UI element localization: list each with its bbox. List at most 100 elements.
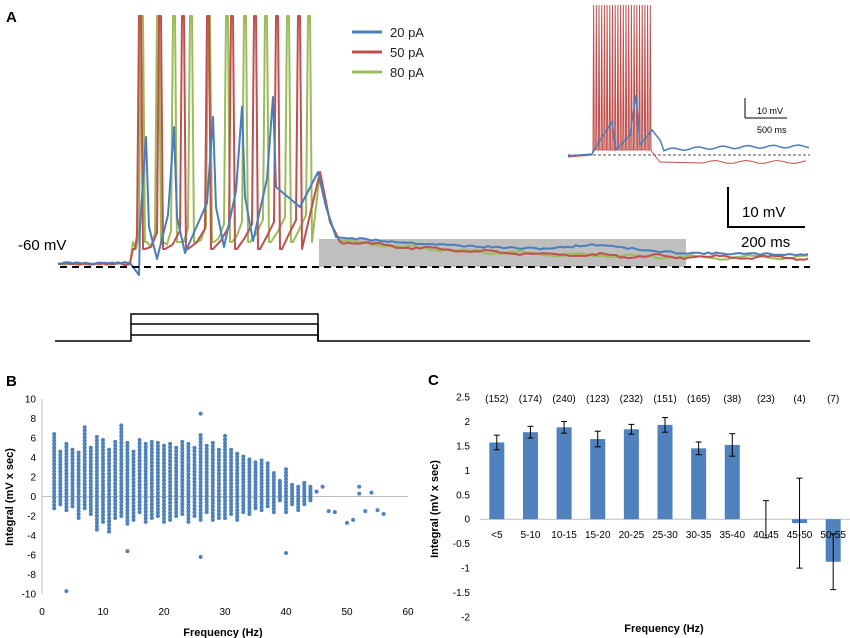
scatter-point — [168, 493, 173, 498]
panel-c-x-tick-label: 15-20 — [585, 530, 611, 541]
stimulus-protocol — [55, 313, 810, 342]
scatter-point — [241, 454, 246, 459]
scatter-point — [52, 452, 57, 457]
scatter-point — [186, 448, 191, 453]
scatter-point — [94, 441, 99, 446]
scatter-point — [119, 472, 124, 477]
scatter-point — [216, 471, 221, 476]
scatter-point — [180, 470, 185, 475]
scatter-point — [271, 471, 276, 476]
scatter-point — [180, 446, 185, 451]
scatter-point — [52, 435, 57, 440]
scatter-point — [259, 461, 264, 466]
scatter-point — [107, 451, 112, 456]
scatter-point — [82, 502, 87, 507]
scatter-point — [168, 452, 173, 457]
scatter-point — [137, 465, 142, 470]
scatter-point — [216, 451, 221, 456]
scatter-point — [253, 463, 258, 468]
scatter-point — [192, 462, 197, 467]
scatter-point — [284, 470, 288, 475]
scatter-point — [192, 452, 197, 457]
scatter-point — [149, 505, 154, 510]
scatter-point — [149, 512, 154, 517]
scatter-point — [186, 458, 191, 463]
scatter-point — [107, 529, 112, 534]
scatter-point — [64, 471, 69, 476]
scatter-point — [229, 501, 234, 506]
scatter-point — [76, 464, 81, 469]
scatter-point — [131, 463, 136, 468]
scatter-point — [180, 508, 185, 513]
panel-b-x-tick-label: 10 — [97, 607, 109, 618]
scatter-point — [137, 506, 142, 511]
scale-bar: 10 mV 200 ms — [727, 187, 805, 251]
scatter-point — [119, 479, 124, 484]
scatter-point — [162, 457, 166, 462]
scatter-point — [107, 485, 112, 490]
scatter-point — [216, 475, 221, 479]
scatter-point — [143, 458, 148, 463]
scatter-point — [204, 490, 209, 495]
scatter-point — [113, 498, 118, 503]
scatter-point — [137, 503, 142, 508]
scatter-point — [125, 515, 130, 520]
scatter-point — [216, 485, 221, 490]
panel-c-y-tick-label: 0.5 — [456, 490, 470, 501]
scatter-point — [168, 507, 173, 512]
scatter-point — [198, 436, 203, 441]
scatter-point — [168, 462, 173, 467]
scatter-point — [70, 497, 75, 502]
panel-b-x-tick-label: 30 — [219, 607, 231, 618]
scatter-point — [174, 486, 179, 491]
scatter-point — [125, 481, 130, 486]
scatter-point — [186, 506, 191, 511]
scatter-point — [168, 469, 173, 474]
legend: 20 pA 50 pA 80 pA — [352, 25, 424, 80]
scatter-point — [198, 483, 203, 488]
scatter-point — [229, 484, 234, 489]
scatter-point — [119, 510, 124, 515]
scatter-point — [223, 475, 227, 479]
scatter-point — [174, 473, 179, 478]
scatter-point — [174, 445, 179, 450]
scatter-point — [247, 470, 252, 475]
scatter-point — [94, 510, 99, 515]
scatter-point — [296, 493, 301, 498]
scatter-point — [125, 498, 130, 503]
sample-count-label: (240) — [552, 394, 575, 405]
panel-c-x-tick-label: 35-40 — [719, 530, 745, 541]
panel-b-points — [52, 411, 386, 594]
panel-c-y-tick-label: 1.5 — [456, 441, 470, 452]
scatter-point — [64, 468, 69, 473]
scatter-point — [76, 450, 81, 455]
sample-count-label: (232) — [620, 394, 643, 405]
scatter-point — [94, 448, 99, 453]
scatter-point — [64, 458, 69, 463]
scatter-point — [107, 488, 112, 493]
panel-b-x-axis-title: Frequency (Hz) — [183, 627, 263, 638]
scatter-point — [70, 504, 75, 509]
scatter-point — [186, 465, 191, 470]
scatter-point — [52, 438, 57, 443]
scatter-point — [143, 496, 148, 501]
scatter-point — [58, 475, 63, 480]
scatter-point — [223, 468, 227, 473]
scatter-point — [155, 507, 160, 512]
scatter-point — [88, 449, 93, 454]
scatter-point — [119, 458, 124, 463]
scatter-point — [223, 512, 227, 517]
scatter-point — [88, 459, 93, 464]
scatter-point — [180, 498, 185, 503]
scatter-point — [76, 474, 81, 479]
scatter-point — [155, 480, 160, 485]
scatter-point — [88, 495, 93, 500]
scatter-point — [119, 426, 124, 431]
scatter-point — [64, 484, 69, 489]
scatter-point — [149, 464, 154, 469]
scatter-point — [216, 502, 221, 507]
scatter-point — [216, 478, 221, 483]
sample-count-label: (123) — [586, 394, 609, 405]
scatter-point — [235, 451, 240, 456]
scatter-point — [70, 487, 75, 492]
